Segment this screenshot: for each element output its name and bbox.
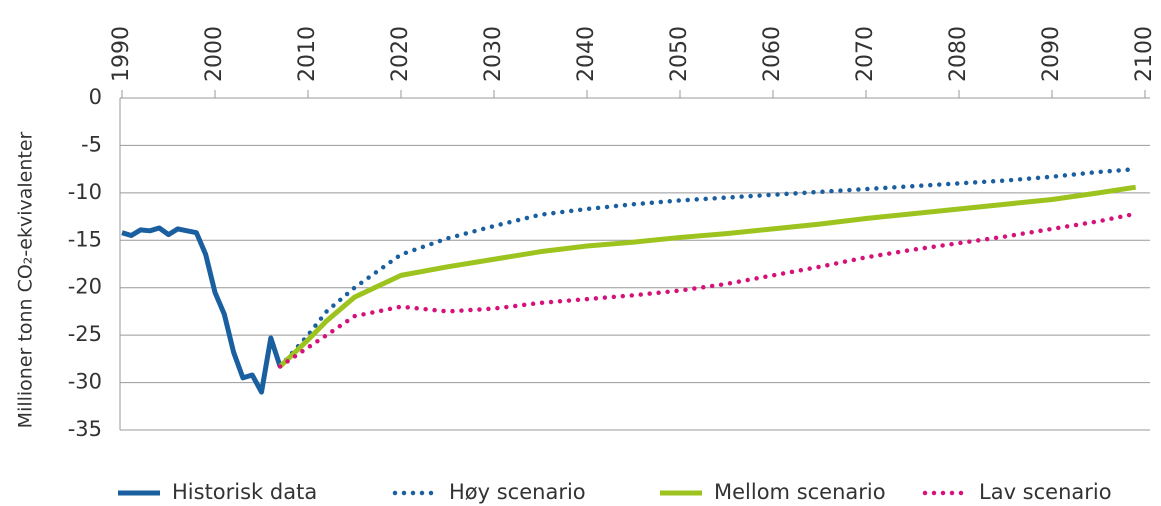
x-tick-label: 2100 [1132,26,1157,82]
series-line [121,225,283,395]
x-tick-label: 2070 [853,26,878,82]
x-tick-label: 2060 [760,26,785,82]
y-tick-label: -5 [81,132,102,156]
y-tick-label: -20 [68,275,102,299]
legend-label: Mellom scenario [714,480,886,504]
x-tick-label: 2080 [946,26,971,82]
y-tick-label: -25 [68,322,102,346]
legend-label: Historisk data [172,480,317,504]
y-tick-label: -10 [68,180,102,204]
x-tick-label: 2010 [295,26,320,82]
x-tick-label: 2090 [1039,26,1064,82]
series-line [277,166,1138,369]
x-tick-label: 2040 [574,26,599,82]
y-tick-label: -30 [68,370,102,394]
x-tick-label: 2030 [481,26,506,82]
y-tick-label: -15 [68,227,102,251]
x-tick-label: 2000 [202,26,227,82]
legend-label: Høy scenario [449,480,586,504]
x-tick-label: 1990 [109,26,134,82]
y-tick-label: 0 [89,85,102,109]
legend-label: Lav scenario [979,480,1112,504]
x-tick-label: 2050 [667,26,692,82]
x-tick-label: 2020 [388,26,413,82]
series-line [278,184,1137,369]
y-tick-label: -35 [68,417,102,441]
y-axis-label: Millioner tonn CO₂-ekvivalenter [15,131,37,428]
